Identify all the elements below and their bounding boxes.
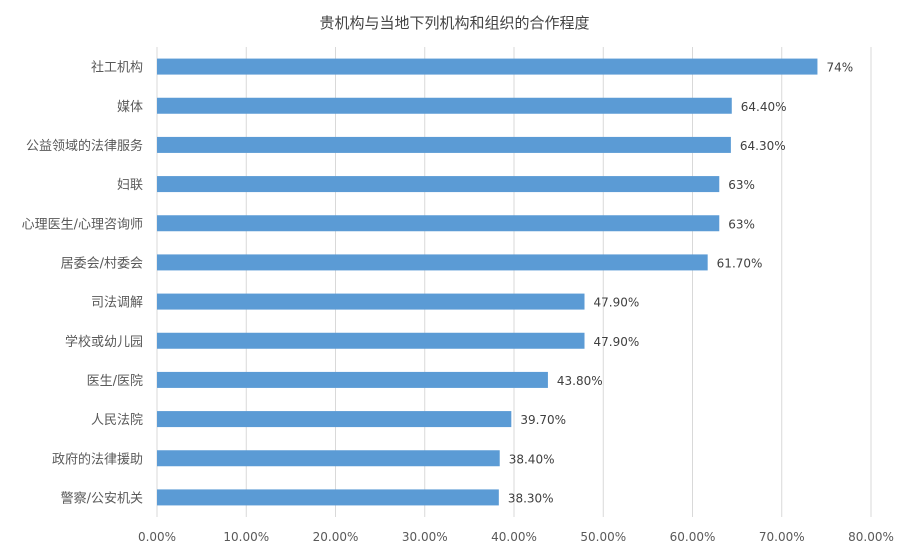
data-label: 64.40%: [741, 100, 787, 114]
x-tick-label: 70.00%: [759, 530, 805, 544]
x-tick-label: 10.00%: [223, 530, 269, 544]
category-label: 社工机构: [91, 60, 143, 76]
bar: [157, 176, 720, 193]
x-tick-label: 50.00%: [580, 530, 626, 544]
data-label: 61.70%: [717, 256, 763, 270]
x-tick-label: 30.00%: [402, 530, 448, 544]
category-label: 人民法院: [91, 413, 143, 428]
data-label: 47.90%: [594, 296, 640, 310]
bar: [157, 411, 512, 428]
bar: [157, 293, 585, 310]
category-label: 政府的法律援助: [52, 451, 143, 467]
category-label: 妇联: [117, 177, 143, 193]
data-label: 63%: [728, 178, 755, 192]
x-tick-label: 20.00%: [313, 530, 359, 544]
x-tick-label: 80.00%: [848, 530, 894, 544]
bar: [157, 371, 548, 388]
data-label: 63%: [728, 217, 755, 231]
bar: [157, 254, 708, 271]
data-label: 38.40%: [509, 452, 555, 466]
category-label: 居委会/村委会: [61, 256, 143, 271]
category-label: 公益领域的法律服务: [26, 138, 143, 154]
x-tick-label: 0.00%: [138, 530, 176, 544]
category-label: 学校或幼儿园: [65, 334, 143, 350]
x-tick-label: 60.00%: [670, 530, 716, 544]
category-label: 医生/医院: [87, 374, 143, 389]
x-tick-label: 40.00%: [491, 530, 537, 544]
bar: [157, 215, 720, 232]
bar: [157, 489, 499, 506]
bar: [157, 136, 731, 153]
data-label: 43.80%: [557, 374, 603, 388]
bar: [157, 450, 500, 467]
category-label: 心理医生/心理咨询师: [22, 217, 143, 232]
data-label: 38.30%: [508, 491, 554, 505]
category-label: 警察/公安机关: [61, 490, 143, 506]
data-label: 64.30%: [740, 139, 786, 153]
data-label: 47.90%: [594, 335, 640, 349]
data-label: 39.70%: [520, 413, 566, 427]
bar: [157, 332, 585, 349]
bar: [157, 58, 818, 75]
category-label: 媒体: [117, 100, 143, 115]
chart-title: 贵机构与当地下列机构和组织的合作程度: [319, 14, 590, 32]
bar: [157, 97, 732, 114]
category-label: 司法调解: [91, 296, 143, 311]
data-label: 74%: [826, 61, 853, 75]
